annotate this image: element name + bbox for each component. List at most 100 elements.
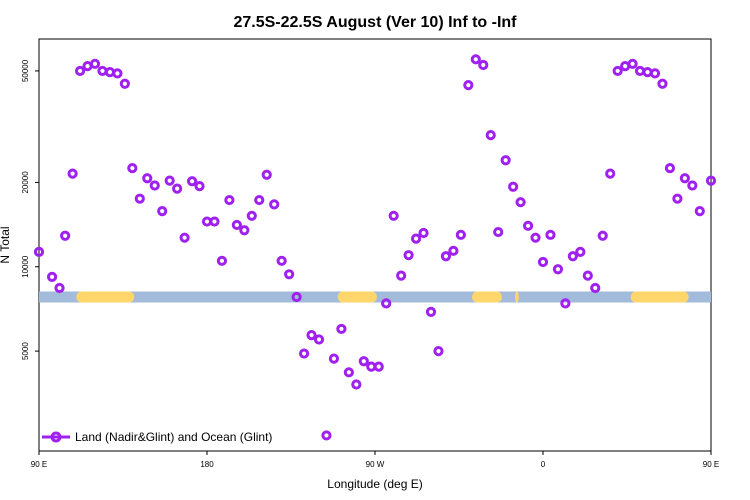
data-point bbox=[67, 168, 78, 179]
data-point bbox=[508, 181, 519, 192]
data-point bbox=[448, 245, 459, 256]
land-segment bbox=[472, 291, 502, 303]
data-point bbox=[194, 181, 205, 192]
y-tick-label: 5000 bbox=[21, 342, 30, 360]
x-tick-label: 180 bbox=[200, 460, 214, 469]
data-point bbox=[500, 155, 511, 166]
x-axis: 90 E 180 90 W 0 90 E bbox=[31, 451, 719, 469]
x-tick-label: 90 W bbox=[366, 460, 385, 469]
data-point bbox=[560, 298, 571, 309]
data-point bbox=[679, 173, 690, 184]
data-point bbox=[425, 306, 437, 318]
data-point bbox=[149, 180, 160, 191]
data-point bbox=[112, 68, 123, 79]
data-point bbox=[328, 353, 340, 364]
y-tick-label: 10000 bbox=[21, 255, 30, 278]
data-point bbox=[373, 361, 384, 372]
data-point bbox=[276, 255, 287, 266]
data-point bbox=[687, 180, 698, 191]
data-point bbox=[157, 206, 168, 217]
data-point bbox=[485, 130, 496, 141]
data-point bbox=[612, 65, 623, 77]
data-point bbox=[403, 250, 414, 261]
data-point bbox=[186, 176, 198, 187]
data-point bbox=[298, 348, 310, 359]
data-point bbox=[284, 269, 295, 280]
data-point bbox=[410, 233, 422, 244]
data-point bbox=[164, 175, 175, 186]
data-point bbox=[254, 194, 265, 206]
data-point bbox=[179, 232, 190, 243]
land-segment bbox=[76, 291, 135, 303]
data-point bbox=[418, 227, 429, 239]
data-point bbox=[552, 264, 564, 275]
legend-label: Land (Nadir&Glint) and Ocean (Glint) bbox=[75, 430, 272, 444]
data-point bbox=[582, 270, 593, 281]
data-point bbox=[590, 282, 601, 294]
x-tick-label: 90 E bbox=[703, 460, 719, 469]
data-point bbox=[433, 346, 444, 357]
data-point bbox=[470, 54, 481, 65]
data-point bbox=[455, 229, 466, 240]
data-point bbox=[515, 197, 526, 208]
data-point bbox=[358, 356, 369, 367]
data-point bbox=[396, 270, 407, 281]
data-point bbox=[705, 175, 717, 186]
data-points bbox=[33, 54, 717, 441]
land-segment bbox=[515, 291, 519, 303]
legend-marker bbox=[50, 431, 62, 443]
surface-bar bbox=[39, 291, 711, 303]
data-point bbox=[351, 379, 362, 390]
data-point bbox=[127, 162, 138, 174]
data-point bbox=[269, 199, 280, 210]
y-tick-label: 50000 bbox=[21, 59, 30, 82]
chart-title: 27.5S-22.5S August (Ver 10) Inf to -Inf bbox=[233, 14, 517, 31]
data-point bbox=[74, 65, 86, 77]
data-point bbox=[291, 291, 302, 303]
data-point bbox=[522, 220, 534, 231]
data-point bbox=[597, 230, 608, 241]
y-tick-label: 20000 bbox=[21, 171, 30, 194]
data-point bbox=[306, 330, 317, 341]
data-point bbox=[209, 216, 220, 227]
data-point bbox=[605, 168, 616, 179]
data-point bbox=[336, 323, 347, 335]
data-point bbox=[60, 230, 71, 241]
data-point bbox=[119, 78, 130, 89]
data-point bbox=[134, 193, 145, 204]
y-axis-label: N Total bbox=[0, 226, 12, 263]
data-point bbox=[440, 251, 452, 262]
data-point bbox=[694, 206, 705, 217]
data-point bbox=[463, 80, 474, 91]
data-point bbox=[672, 193, 683, 204]
x-axis-label: Longitude (deg E) bbox=[327, 477, 422, 491]
land-segment bbox=[337, 291, 377, 303]
legend: Land (Nadir&Glint) and Ocean (Glint) bbox=[42, 430, 272, 444]
x-tick-label: 90 E bbox=[31, 460, 47, 469]
data-point bbox=[142, 173, 153, 184]
data-point bbox=[388, 210, 399, 221]
data-point bbox=[537, 256, 549, 268]
data-point bbox=[478, 59, 489, 71]
data-point bbox=[627, 58, 638, 69]
data-point bbox=[261, 169, 272, 180]
data-point bbox=[231, 219, 242, 231]
data-point bbox=[216, 255, 228, 266]
data-point bbox=[381, 298, 392, 309]
plot-frame bbox=[38, 38, 712, 452]
data-point bbox=[246, 210, 257, 221]
x-tick-label: 0 bbox=[541, 460, 546, 469]
data-point bbox=[664, 162, 676, 174]
data-point bbox=[545, 229, 556, 240]
data-point bbox=[89, 58, 101, 69]
data-point bbox=[343, 367, 354, 378]
data-point bbox=[239, 225, 250, 236]
y-axis: 5000 10000 20000 50000 bbox=[21, 59, 39, 360]
data-point bbox=[493, 226, 504, 238]
data-point bbox=[224, 194, 235, 206]
data-point bbox=[33, 246, 45, 257]
data-point bbox=[313, 334, 325, 345]
data-point bbox=[657, 78, 668, 89]
land-segment bbox=[630, 291, 689, 303]
